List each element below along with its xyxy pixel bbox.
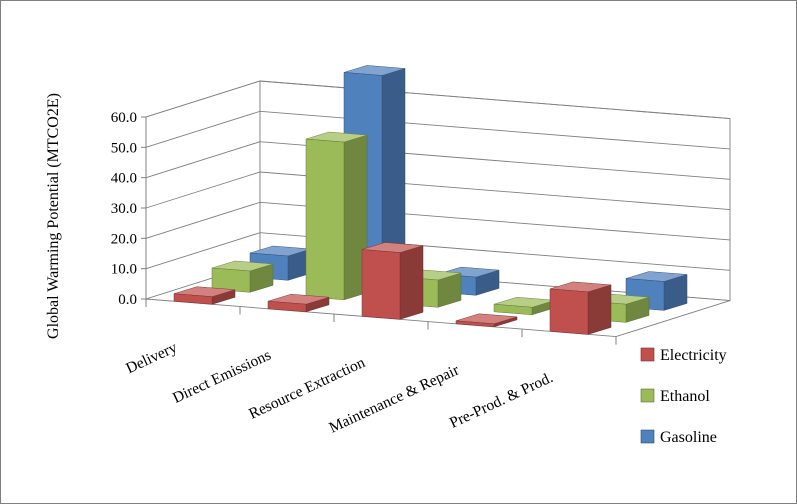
grid-line: [145, 171, 731, 211]
legend-item-electricity: Electricity: [640, 347, 727, 364]
bar-front-face: [455, 320, 495, 328]
legend-item-gasoline: Gasoline: [640, 429, 717, 446]
category-label: Direct Emissions: [170, 346, 274, 406]
bar-ethanol-1: [305, 131, 368, 301]
bar-front-face: [267, 300, 307, 313]
legend-swatch: [640, 429, 655, 444]
bar-ethanol-3: [493, 296, 556, 316]
bar-electricity-2: [361, 242, 424, 320]
bar-side-face: [587, 284, 612, 335]
legend-label: Electricity: [660, 347, 727, 364]
bar-front-face: [305, 138, 345, 301]
legend-swatch: [640, 347, 655, 362]
category-label: Pre-Prod. & Prod.: [447, 369, 556, 432]
grid-line: [145, 141, 731, 180]
y-tick-label: 50.0: [111, 140, 137, 156]
y-tick-label: 60.0: [111, 110, 137, 126]
bar-electricity-3: [455, 313, 518, 328]
y-tick-label: 30.0: [111, 201, 137, 217]
bar-front-face: [549, 288, 589, 335]
bar-front-face: [211, 267, 251, 293]
legend-label: Gasoline: [660, 429, 717, 446]
grid-line: [145, 110, 731, 150]
grid-line: [145, 201, 731, 241]
bar-front-face: [173, 293, 213, 305]
plot-area: 0.0 10.0 20.0 30.0 40.0 50.0 60.0 DeliveryDirec…: [111, 65, 731, 446]
y-tick-label: 10.0: [111, 262, 137, 278]
legend: Electricity Ethanol Gasoline: [640, 347, 727, 446]
grid-line: [145, 232, 731, 271]
category-label: Delivery: [123, 339, 180, 377]
legend-swatch: [640, 388, 655, 403]
bar-side-face: [399, 245, 424, 320]
y-tick-label: 40.0: [111, 171, 137, 187]
y-tick-label: 0.0: [118, 292, 137, 308]
bar-front-face: [361, 249, 401, 320]
grid-line: [145, 80, 731, 120]
bar-electricity-1: [267, 293, 330, 313]
bar-electricity-4: [549, 281, 612, 335]
y-axis-title: Global Warming Potential (MTCO2E): [45, 93, 62, 339]
y-tick-label: 20.0: [111, 231, 137, 247]
legend-item-ethanol: Ethanol: [640, 388, 710, 405]
bar-ethanol-0: [211, 260, 274, 293]
bar-electricity-0: [173, 286, 236, 305]
bar-front-face: [493, 303, 533, 316]
legend-label: Ethanol: [660, 388, 710, 405]
